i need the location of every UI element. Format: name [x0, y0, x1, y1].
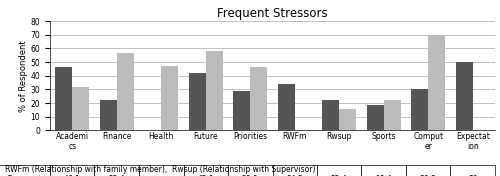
Bar	[339, 109, 356, 130]
Bar	[250, 67, 267, 130]
Bar	[56, 67, 72, 130]
Bar	[384, 100, 400, 130]
Bar	[189, 73, 206, 130]
Bar	[100, 100, 117, 130]
Bar	[72, 87, 89, 130]
Y-axis label: % of Respondent: % of Respondent	[19, 40, 28, 112]
Bar	[456, 62, 473, 130]
Bar	[117, 53, 134, 130]
Bar	[322, 100, 339, 130]
Bar	[278, 84, 295, 130]
Bar	[161, 66, 178, 130]
Bar	[428, 35, 445, 130]
Text: RWFm (Relationship with family member),  Rwsup (Relationship with Supervisor): RWFm (Relationship with family member), …	[5, 165, 316, 174]
Bar	[412, 89, 428, 130]
Bar	[206, 51, 222, 130]
Title: Frequent Stressors: Frequent Stressors	[217, 7, 328, 20]
Bar	[367, 105, 384, 130]
Bar	[234, 91, 250, 130]
